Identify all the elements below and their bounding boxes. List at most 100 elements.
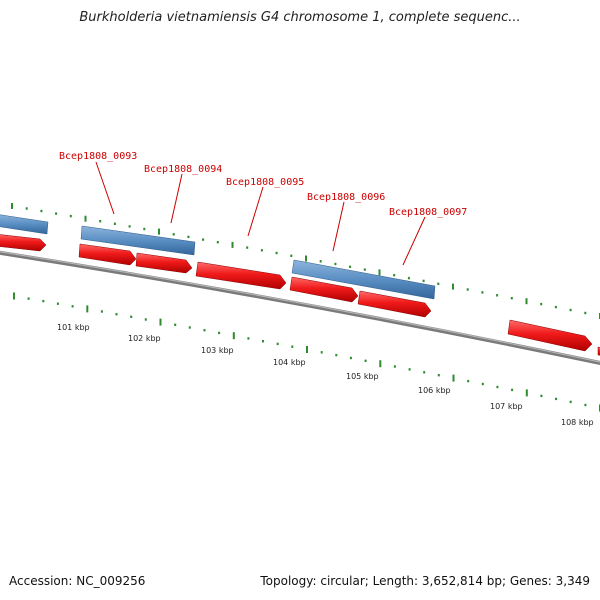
gene-label-leaders	[95, 161, 426, 266]
upper-tick	[305, 255, 307, 262]
upper-tick	[452, 283, 454, 290]
gene-bcep1808-0096-fwd[interactable]	[289, 276, 359, 303]
scale-tick	[232, 332, 235, 340]
scale-tick	[306, 346, 308, 353]
scale-tick	[100, 310, 103, 313]
upper-tick	[231, 241, 234, 248]
gene-label[interactable]: Bcep1808_0093	[59, 151, 137, 162]
scale-tick	[42, 299, 45, 303]
upper-tick	[202, 238, 205, 241]
accession-text: Accession: NC_009256	[9, 574, 146, 588]
gene-forward-1[interactable]	[0, 234, 47, 252]
scale-tick	[496, 385, 499, 389]
upper-tick	[40, 209, 43, 213]
reverse-genes	[0, 214, 436, 300]
upper-tick	[260, 249, 263, 252]
upper-tick	[334, 262, 337, 266]
scale-tick	[188, 326, 191, 329]
scale-tick	[203, 329, 206, 332]
scale-tick	[452, 374, 455, 382]
upper-tick	[554, 305, 557, 309]
scale-label: 103 kbp	[201, 346, 234, 355]
upper-tick	[437, 282, 440, 285]
upper-tick	[158, 228, 160, 235]
upper-tick	[525, 298, 528, 305]
scale-tick	[437, 374, 440, 377]
scale-tick	[291, 345, 294, 348]
scale-label: 104 kbp	[273, 358, 306, 367]
scale-label: 102 kbp	[128, 334, 161, 343]
scale-tick	[13, 292, 15, 300]
gene-bcep1808-0097[interactable]	[357, 290, 432, 318]
forward-genes	[0, 234, 600, 356]
upper-tick	[216, 241, 219, 244]
upper-tick	[25, 207, 28, 210]
scale-tick	[174, 323, 177, 326]
scale-tick	[511, 388, 514, 392]
upper-tick	[69, 214, 72, 218]
upper-tick	[466, 288, 469, 291]
scale-tick	[320, 351, 323, 354]
scale-tick	[218, 331, 221, 335]
scale-tick	[335, 353, 338, 357]
scale-labels: 101 kbp 102 kbp 103 kbp 104 kbp 105 kbp …	[57, 323, 594, 427]
scale-tick	[423, 371, 426, 374]
scale-tick	[569, 400, 572, 404]
upper-tick	[84, 215, 87, 222]
gene-label[interactable]: Bcep1808_0096	[307, 192, 385, 203]
gene-forward-right[interactable]	[507, 319, 593, 352]
upper-tick	[349, 265, 352, 268]
gene-bcep1808-0094-fwd[interactable]	[135, 252, 193, 274]
scale-tick	[159, 318, 162, 326]
gene-bcep1808-0095[interactable]	[195, 261, 287, 290]
scale-tick	[130, 315, 133, 318]
upper-tick	[481, 291, 484, 294]
upper-tick	[246, 246, 249, 249]
scale-tick	[540, 394, 543, 398]
scale-tick	[56, 302, 59, 305]
upper-tick	[393, 274, 396, 277]
upper-tick	[11, 203, 13, 209]
scale-tick	[247, 337, 250, 340]
scale-label: 101 kbp	[57, 323, 90, 332]
gene-label[interactable]: Bcep1808_0097	[389, 207, 467, 218]
map-title: Burkholderia vietnamiensis G4 chromosome…	[79, 10, 521, 25]
scale-label: 106 kbp	[418, 386, 451, 395]
scale-tick-track	[13, 292, 600, 412]
scale-tick	[584, 403, 587, 407]
gene-bcep1808-0093[interactable]	[78, 243, 137, 266]
upper-tick-track	[11, 203, 600, 319]
upper-tick	[569, 308, 572, 312]
upper-tick	[363, 268, 366, 271]
scale-tick	[71, 305, 74, 308]
gene-reverse-1[interactable]	[0, 214, 49, 235]
scale-tick	[467, 379, 470, 383]
upper-tick	[496, 294, 499, 297]
scale-tick	[555, 397, 558, 401]
gene-label[interactable]: Bcep1808_0095	[226, 177, 304, 188]
gene-bcep1808-0094[interactable]	[80, 225, 196, 256]
gene-bcep1808-0096[interactable]	[291, 259, 436, 300]
scale-tick	[27, 297, 30, 300]
upper-tick	[540, 302, 543, 306]
upper-tick	[378, 269, 381, 276]
scale-tick	[86, 305, 89, 313]
upper-tick	[275, 251, 278, 255]
gene-label[interactable]: Bcep1808_0094	[144, 164, 222, 175]
chromosome-backbone	[0, 250, 600, 365]
scale-label: 105 kbp	[346, 372, 379, 381]
scale-tick	[379, 360, 382, 368]
upper-tick	[319, 260, 322, 263]
scale-tick	[481, 382, 484, 386]
upper-tick	[99, 220, 102, 223]
upper-tick	[113, 222, 116, 225]
upper-tick	[290, 254, 293, 257]
upper-tick	[407, 276, 410, 280]
scale-tick	[144, 318, 147, 321]
scale-tick	[408, 368, 411, 371]
upper-tick	[187, 235, 190, 239]
genome-summary-text: Topology: circular; Length: 3,652,814 bp…	[260, 574, 590, 588]
scale-tick	[349, 356, 352, 360]
scale-label: 107 kbp	[490, 402, 523, 411]
